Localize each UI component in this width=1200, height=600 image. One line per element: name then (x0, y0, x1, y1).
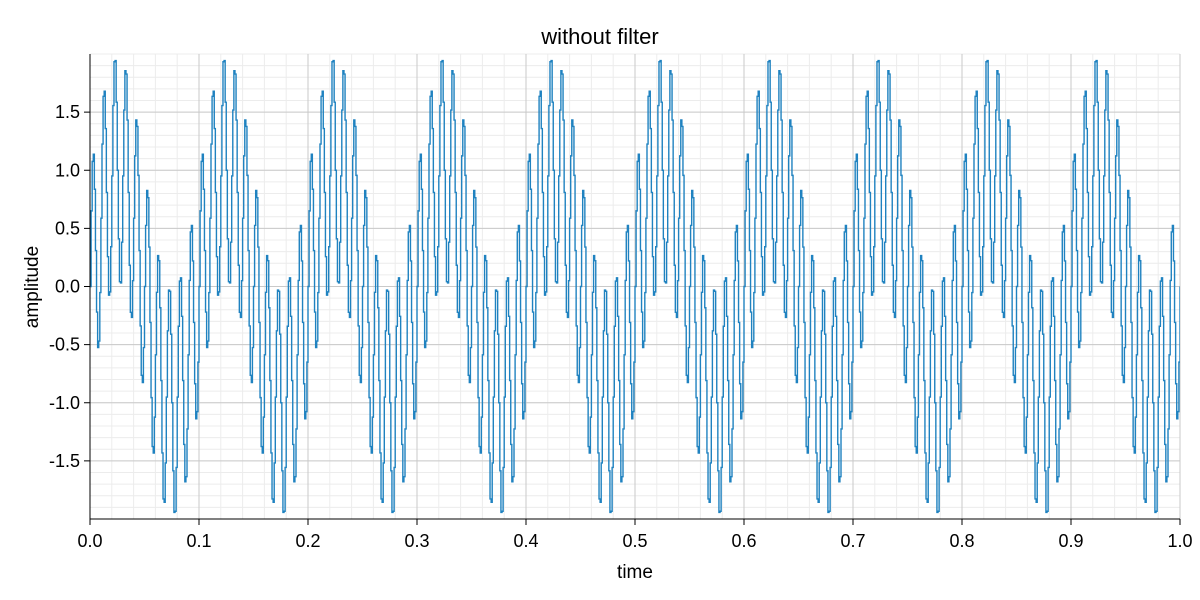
x-axis-label: time (617, 562, 653, 583)
y-tick-label: 0.5 (55, 218, 80, 238)
x-tick-label: 0.6 (731, 531, 756, 551)
chart-title: without filter (540, 24, 658, 49)
x-tick-label: 1.0 (1167, 531, 1192, 551)
y-tick-label: 1.0 (55, 160, 80, 180)
y-tick-label: -1.5 (49, 451, 80, 471)
y-axis-label: amplitude (22, 246, 43, 328)
major-grid (89, 54, 1181, 519)
y-tick-label: 1.5 (55, 102, 80, 122)
x-tick-label: 0.8 (949, 531, 974, 551)
x-tick-label: 0.0 (77, 531, 102, 551)
x-tick-label: 0.7 (840, 531, 865, 551)
y-ticks: 1.5 1.0 0.5 0.0 -0.5 -1.0 -1.5 (49, 102, 90, 471)
y-tick-label: -0.5 (49, 335, 80, 355)
x-tick-label: 0.4 (513, 531, 538, 551)
x-tick-label: 0.3 (404, 531, 429, 551)
y-tick-label: -1.0 (49, 393, 80, 413)
x-tick-label: 0.2 (295, 531, 320, 551)
x-ticks: 0.0 0.1 0.2 0.3 0.4 0.5 0.6 0.7 0.8 0.9 1.0 (77, 519, 1193, 551)
series-line (90, 59, 1180, 514)
series-layer (90, 59, 1180, 514)
y-tick-label: 0.0 (55, 277, 80, 297)
x-tick-label: 0.9 (1058, 531, 1083, 551)
x-tick-label: 0.5 (622, 531, 647, 551)
x-tick-label: 0.1 (186, 531, 211, 551)
